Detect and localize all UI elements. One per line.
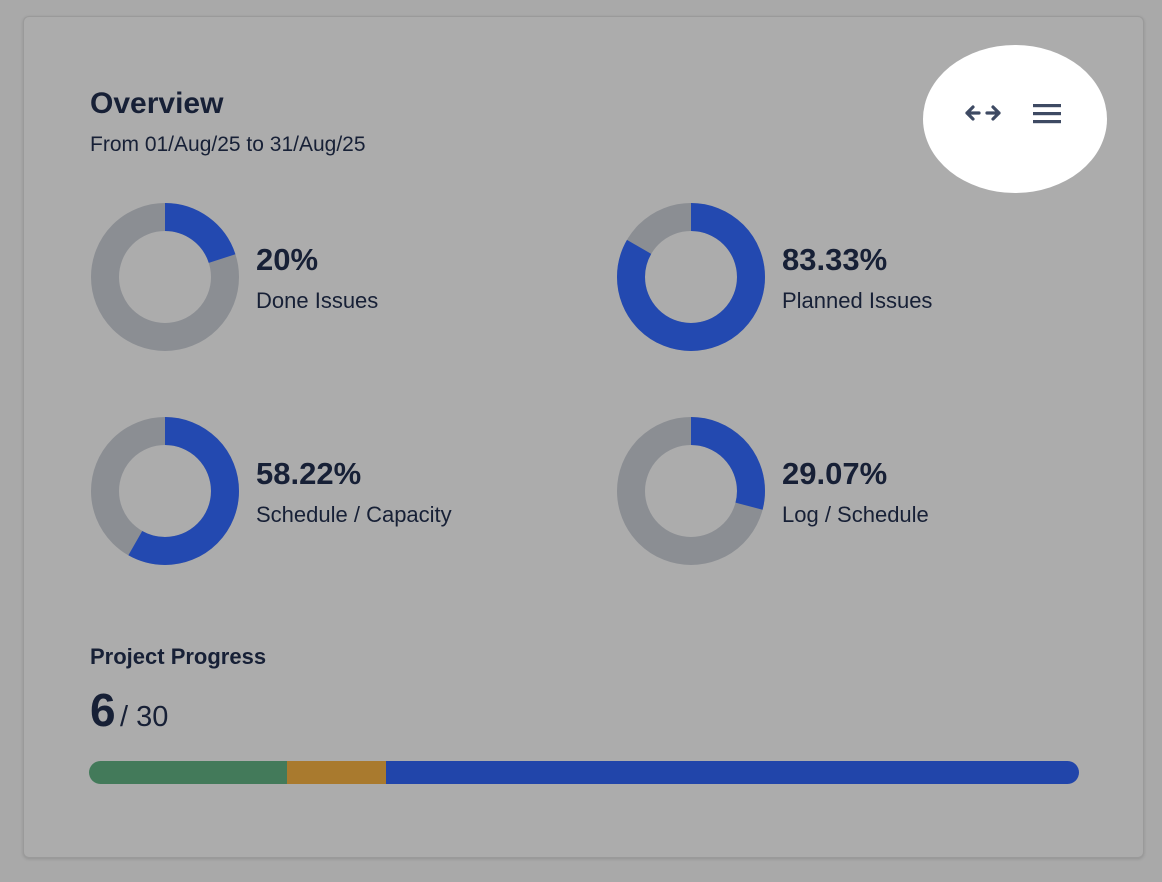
progress-segment-done (89, 761, 287, 784)
hamburger-menu-icon[interactable] (1032, 103, 1062, 130)
metric-done-issues: 20% Done Issues (90, 202, 530, 352)
donut-filled (91, 203, 239, 351)
page-title: Overview (90, 87, 224, 120)
metric-label: Schedule / Capacity (256, 502, 452, 527)
donut-chart (617, 417, 765, 565)
metric-label: Done Issues (256, 288, 379, 313)
toolbar (923, 45, 1107, 193)
project-progress-bar (89, 761, 1079, 784)
metric-log-schedule: 29.07% Log / Schedule (616, 416, 1056, 566)
progress-segment-todo (386, 761, 1079, 784)
donut-chart (617, 203, 765, 351)
metric-value: 58.22% (256, 456, 362, 491)
donut-filled (91, 417, 239, 565)
metric-label: Log / Schedule (782, 502, 929, 527)
metric-value: 29.07% (782, 456, 888, 491)
donut-chart (91, 203, 239, 351)
donut-chart (91, 417, 239, 565)
metric-planned-issues: 83.33% Planned Issues (616, 202, 1056, 352)
overview-card: Overview From 01/Aug/25 to 31/Aug/25 20%… (23, 16, 1144, 858)
metric-label: Planned Issues (782, 288, 933, 313)
date-range: From 01/Aug/25 to 31/Aug/25 (90, 133, 366, 156)
project-progress-title: Project Progress (90, 644, 267, 669)
metric-value: 20% (256, 242, 319, 277)
metric-value: 83.33% (782, 242, 888, 277)
metric-schedule-capacity: 58.22% Schedule / Capacity (90, 416, 530, 566)
progress-done-count: 6 (90, 684, 116, 736)
donut-filled (617, 417, 765, 565)
project-progress-count: 6 / 30 (90, 683, 168, 737)
progress-total: / 30 (120, 701, 169, 733)
donut-filled (617, 203, 765, 351)
progress-segment-in-progress (287, 761, 386, 784)
arrows-horizontal-icon[interactable] (963, 101, 1003, 130)
